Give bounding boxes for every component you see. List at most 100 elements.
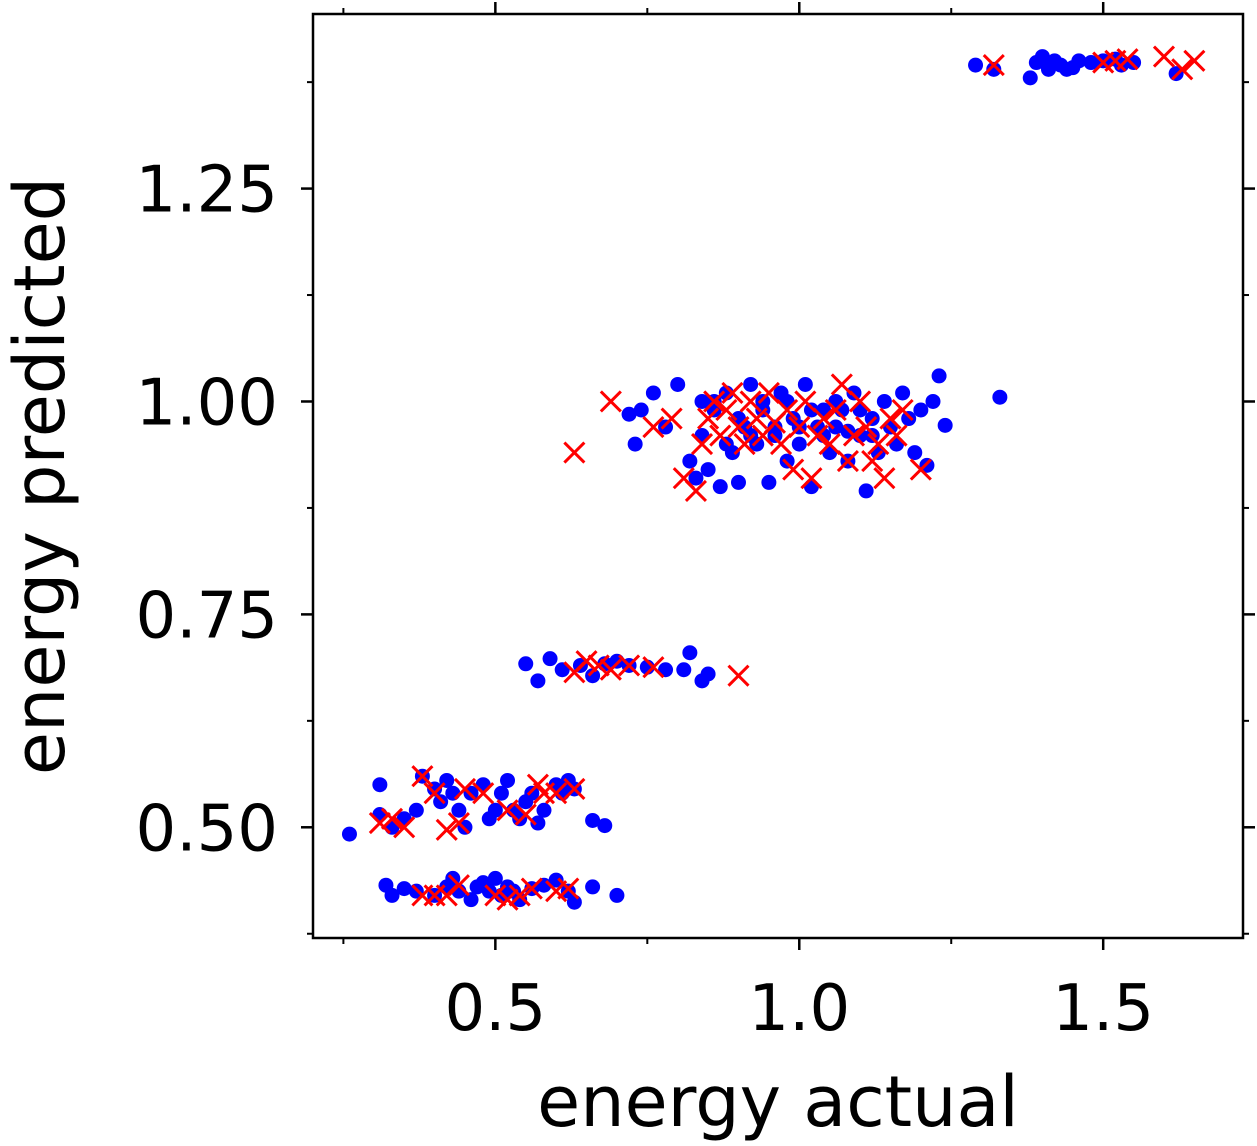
data-point-dot: [767, 419, 783, 435]
x-axis-label: energy actual: [537, 1061, 1019, 1143]
data-point-cross: [836, 450, 859, 473]
data-point-dot: [907, 445, 923, 461]
data-point-dot: [1022, 70, 1038, 86]
data-point-cross: [423, 782, 446, 805]
data-point-dot: [676, 662, 692, 678]
data-point-dot: [451, 802, 467, 818]
data-point-cross: [642, 656, 665, 679]
data-point-cross: [697, 407, 720, 430]
data-point-dot: [688, 470, 704, 486]
data-point-cross: [599, 658, 622, 681]
data-point-cross: [855, 415, 878, 439]
y-tick-label: 1.00: [136, 366, 279, 440]
data-point-dot: [730, 474, 746, 490]
data-point-cross: [447, 811, 470, 835]
data-point-cross: [812, 407, 835, 430]
x-tick-label: 1.0: [748, 972, 850, 1046]
data-point-cross: [818, 433, 841, 456]
data-point-dot: [518, 656, 534, 672]
data-point-cross: [806, 424, 829, 447]
data-point-cross: [472, 782, 495, 805]
data-point-cross: [733, 433, 756, 456]
data-point-dot: [487, 802, 503, 818]
data-point-dot: [408, 802, 424, 818]
data-point-cross: [1171, 58, 1194, 81]
data-point-cross: [776, 398, 799, 422]
data-point-cross: [715, 398, 738, 422]
data-point-cross: [508, 884, 531, 907]
data-point-dot: [433, 794, 449, 810]
data-point-dot: [597, 818, 613, 834]
data-point-dot: [925, 393, 941, 409]
data-point-dot: [530, 673, 546, 689]
ticks-layer: 0.5 1.0 1.5 0.50 0.75 1.00 1.25: [136, 2, 1255, 1046]
data-point-dot: [937, 417, 953, 433]
data-point-dot: [627, 436, 643, 452]
data-point-cross: [909, 458, 932, 481]
data-point-cross: [618, 654, 641, 677]
data-point-dot: [493, 785, 509, 801]
data-point-dot: [548, 872, 564, 888]
data-point-cross: [727, 664, 750, 687]
points-layer: [341, 45, 1206, 911]
data-point-cross: [447, 874, 470, 897]
data-point-cross: [757, 381, 780, 405]
data-point-cross: [563, 441, 586, 464]
data-point-cross: [520, 877, 543, 900]
data-point-cross: [745, 407, 768, 430]
data-point-dot: [487, 870, 503, 886]
data-point-cross: [453, 777, 477, 801]
data-point-cross: [660, 407, 683, 430]
data-point-cross: [684, 479, 708, 502]
data-point-cross: [575, 650, 598, 673]
data-point-cross: [830, 373, 853, 396]
data-point-cross: [1116, 48, 1139, 71]
data-point-cross: [411, 765, 434, 788]
data-point-cross: [891, 398, 914, 422]
data-point-cross: [794, 390, 817, 413]
data-point-cross: [727, 415, 750, 439]
data-point-dot: [645, 385, 661, 401]
data-point-dot: [968, 57, 984, 73]
data-point-cross: [587, 654, 610, 677]
data-point-cross: [1152, 45, 1176, 68]
data-point-dot: [864, 428, 880, 444]
y-tick-label: 1.25: [136, 154, 279, 228]
y-tick-label: 0.75: [136, 579, 279, 653]
data-point-dot: [682, 453, 698, 469]
data-point-dot: [743, 376, 759, 392]
data-point-cross: [703, 390, 726, 413]
data-point-dot: [876, 393, 892, 409]
data-point-dot: [566, 894, 582, 910]
data-point-cross: [484, 884, 507, 907]
data-point-cross: [557, 877, 580, 900]
data-point-cross: [1183, 49, 1206, 72]
data-point-cross: [435, 818, 458, 841]
data-point-cross: [496, 799, 519, 822]
data-point-dot: [372, 777, 388, 793]
data-point-dot: [585, 879, 601, 895]
data-point-dot: [797, 376, 813, 392]
data-point-dot: [542, 651, 558, 667]
data-point-dot: [791, 436, 807, 452]
data-point-cross: [709, 424, 732, 447]
data-point-dot: [384, 887, 400, 903]
data-point-dot: [846, 385, 862, 401]
data-point-dot: [779, 453, 795, 469]
data-point-dot: [1034, 49, 1050, 65]
data-point-dot: [536, 802, 552, 818]
data-point-cross: [545, 782, 568, 805]
data-point-dot: [396, 881, 412, 897]
plot-frame: [311, 12, 1245, 940]
data-point-cross: [848, 390, 872, 413]
data-point-cross: [861, 450, 884, 473]
y-axis-label: energy predicted: [0, 177, 81, 775]
data-point-dot: [463, 892, 479, 908]
y-tick-label: 0.50: [136, 792, 279, 866]
data-point-dot: [609, 887, 625, 903]
data-point-cross: [514, 803, 537, 826]
data-point-dot: [761, 474, 777, 490]
data-point-cross: [769, 433, 793, 456]
data-point-dot: [743, 428, 759, 444]
